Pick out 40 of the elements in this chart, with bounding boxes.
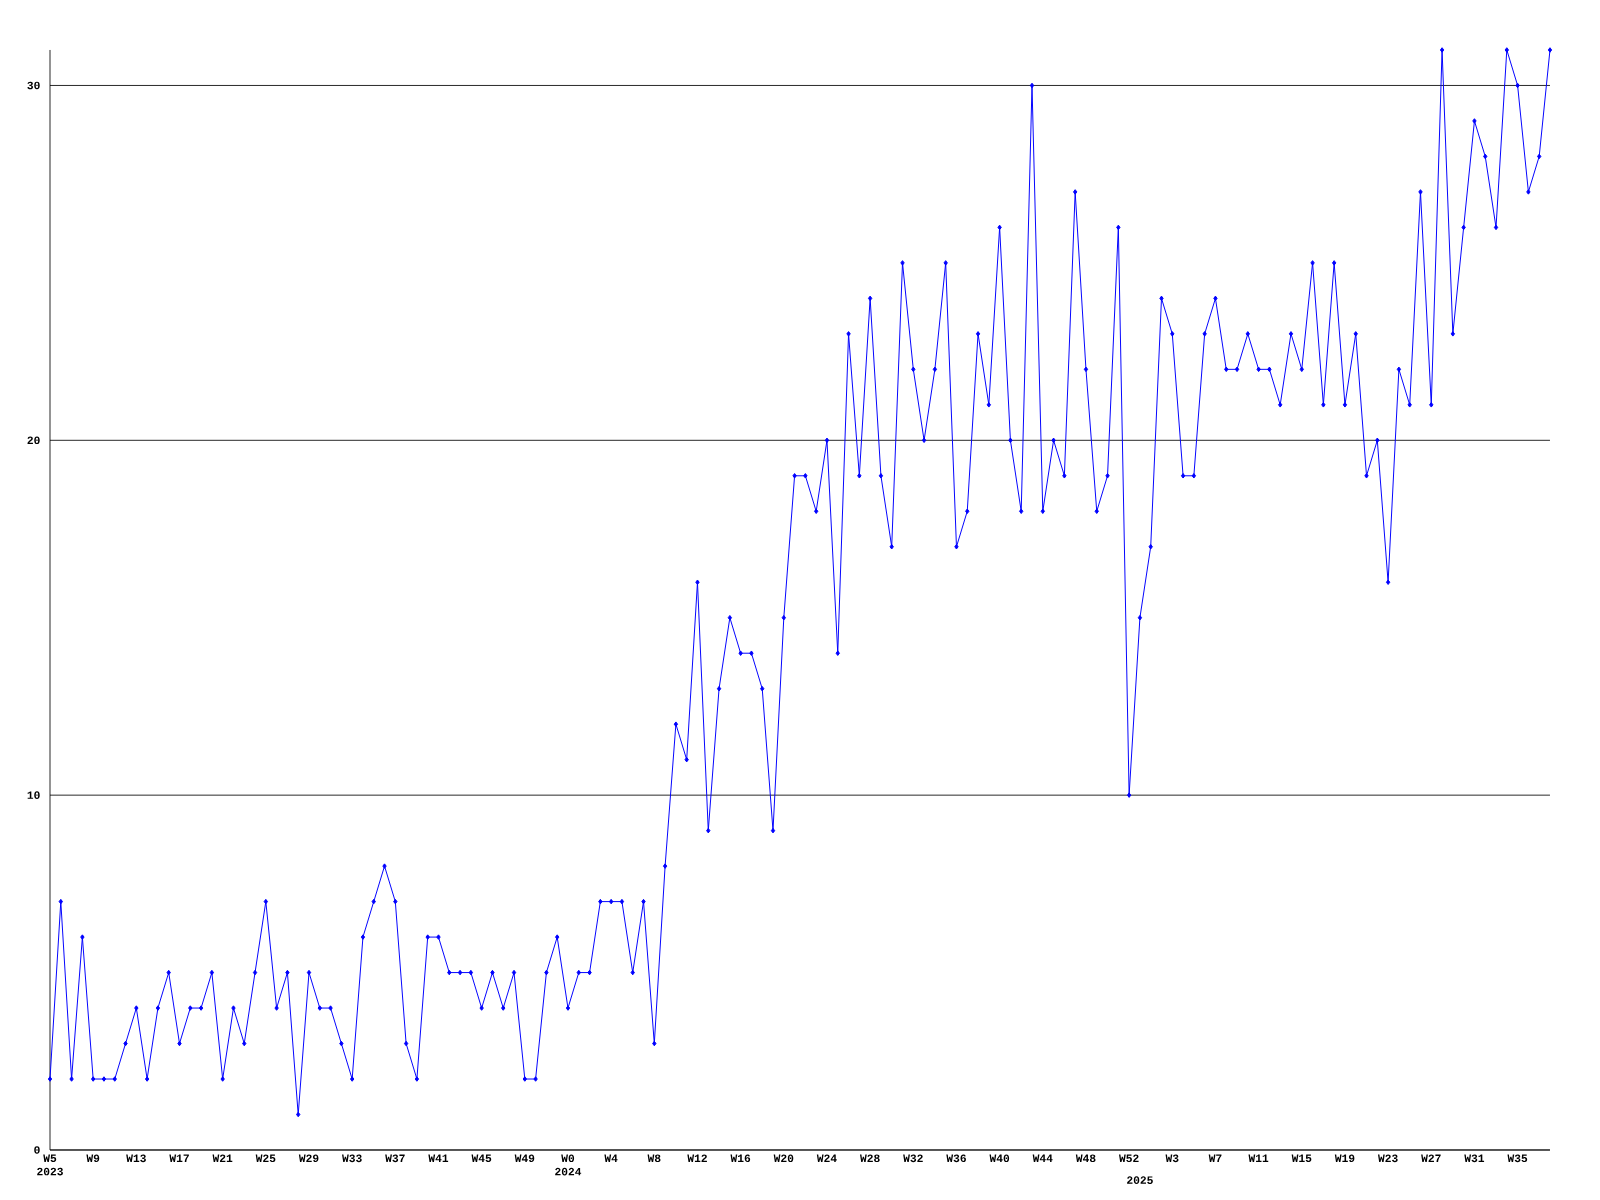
x-tick-label: W15 bbox=[1291, 1154, 1312, 1162]
x-tick-label: W45 bbox=[471, 1154, 492, 1162]
x-tick-label: 2025 bbox=[1127, 1176, 1153, 1184]
x-tick-label: W7 bbox=[1208, 1154, 1222, 1162]
x-tick-label: W40 bbox=[989, 1154, 1010, 1163]
x-tick-label: W25 bbox=[255, 1154, 276, 1163]
x-tick-label: W3 bbox=[1165, 1154, 1179, 1163]
y-tick-label: 30 bbox=[27, 81, 40, 90]
x-tick-label: W35 bbox=[1507, 1154, 1528, 1163]
y-tick-label: 20 bbox=[27, 436, 40, 445]
x-tick-label: W48 bbox=[1075, 1154, 1096, 1163]
x-tick-label: W41 bbox=[428, 1154, 449, 1162]
x-tick-label: W13 bbox=[126, 1154, 146, 1163]
x-tick-label: W11 bbox=[1248, 1154, 1269, 1162]
x-tick-label: W16 bbox=[730, 1154, 751, 1163]
x-tick-label: W31 bbox=[1464, 1154, 1485, 1163]
x-tick-label: W0 2024 bbox=[555, 1154, 582, 1176]
x-tick-label: W33 bbox=[342, 1154, 362, 1163]
x-tick-label: W28 bbox=[860, 1154, 880, 1163]
x-tick-label: W29 bbox=[298, 1154, 319, 1163]
x-tick-label: W32 bbox=[903, 1154, 923, 1163]
x-tick-label: W12 bbox=[687, 1154, 707, 1163]
x-tick-label: W24 bbox=[816, 1154, 837, 1163]
x-tick-label: W52 bbox=[1119, 1154, 1139, 1163]
y-tick-label: 10 bbox=[27, 791, 40, 799]
x-tick-label: W17 bbox=[169, 1154, 189, 1162]
x-tick-label: W23 bbox=[1377, 1154, 1398, 1163]
x-tick-label: W49 bbox=[514, 1154, 535, 1163]
x-tick-label: W5 2023 bbox=[37, 1154, 63, 1176]
x-tick-label: W9 bbox=[86, 1154, 100, 1163]
x-tick-label: W8 bbox=[647, 1154, 661, 1163]
x-tick-label: W37 bbox=[385, 1154, 405, 1163]
x-tick-label: W36 bbox=[946, 1154, 966, 1163]
x-tick-label: W19 bbox=[1334, 1154, 1355, 1163]
x-tick-label: W20 bbox=[773, 1154, 794, 1163]
x-tick-label: W4 bbox=[604, 1154, 618, 1162]
x-tick-label: W27 bbox=[1421, 1154, 1441, 1163]
x-tick-label: W21 bbox=[212, 1154, 233, 1163]
y-tick-label: 0 bbox=[34, 1146, 40, 1154]
x-tick-label: W44 bbox=[1032, 1154, 1053, 1162]
